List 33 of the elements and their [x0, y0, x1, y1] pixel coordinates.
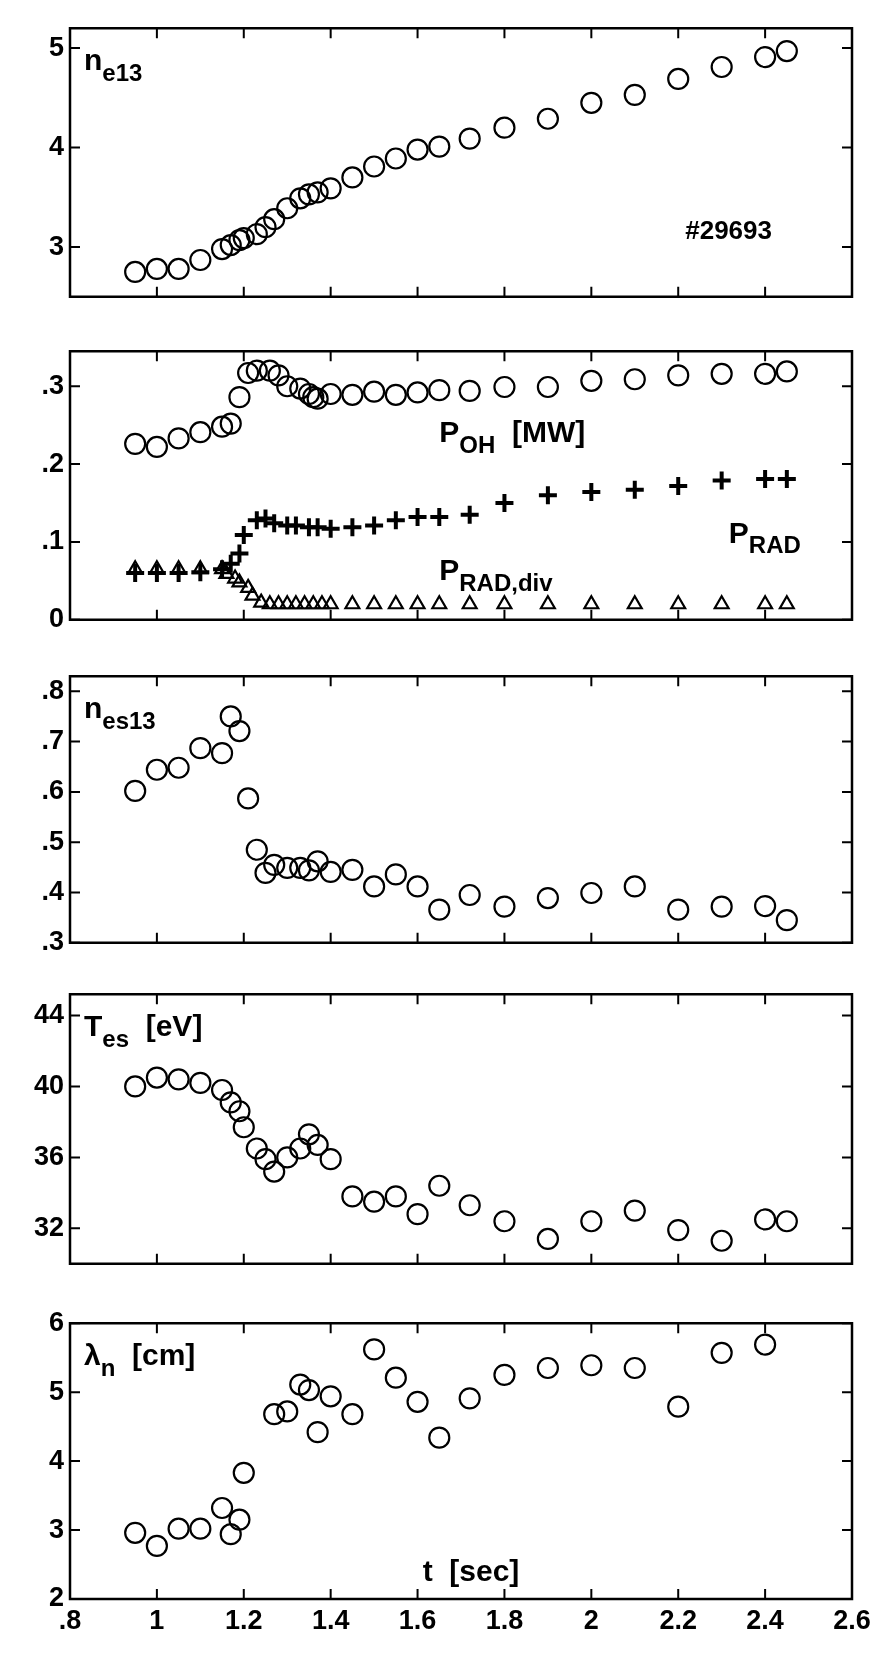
- y-tick-label: .7: [41, 725, 64, 756]
- annotation: #29693: [685, 214, 773, 245]
- y-tick-label: .3: [41, 369, 64, 400]
- y-tick-label: 6: [48, 1306, 64, 1337]
- y-tick-label: 32: [33, 1211, 64, 1242]
- x-tick-label: 2: [583, 1604, 599, 1635]
- x-tick-label: 2.2: [659, 1604, 697, 1635]
- x-tick-label: 1.6: [398, 1604, 437, 1635]
- y-tick-label: .4: [41, 875, 64, 906]
- y-tick-label: .6: [41, 775, 64, 806]
- y-tick-label: 2: [48, 1582, 64, 1613]
- x-tick-label: 1.2: [225, 1604, 263, 1635]
- x-tick-label: 1.4: [311, 1604, 350, 1635]
- y-tick-label: 5: [48, 31, 64, 62]
- y-tick-label: .5: [41, 825, 64, 856]
- y-tick-label: .2: [41, 447, 64, 478]
- y-tick-label: .3: [41, 926, 64, 957]
- y-tick-label: .8: [41, 674, 64, 705]
- y-tick-label: 40: [33, 1069, 64, 1100]
- y-tick-label: 44: [33, 998, 64, 1029]
- y-tick-label: 4: [48, 1444, 64, 1475]
- x-tick-label: 2.4: [746, 1604, 784, 1635]
- y-tick-label: 5: [48, 1375, 64, 1406]
- x-axis-title: t [sec]: [422, 1554, 520, 1587]
- x-tick-label: 1: [149, 1604, 165, 1635]
- y-tick-label: 3: [48, 230, 64, 261]
- y-tick-label: 0: [48, 603, 64, 634]
- y-tick-label: 4: [48, 131, 64, 162]
- y-tick-label: 36: [33, 1140, 64, 1171]
- y-tick-label: 3: [48, 1513, 64, 1544]
- x-tick-label: 1.8: [485, 1604, 524, 1635]
- y-tick-label: .1: [41, 525, 64, 556]
- x-tick-label: 2.6: [833, 1604, 871, 1635]
